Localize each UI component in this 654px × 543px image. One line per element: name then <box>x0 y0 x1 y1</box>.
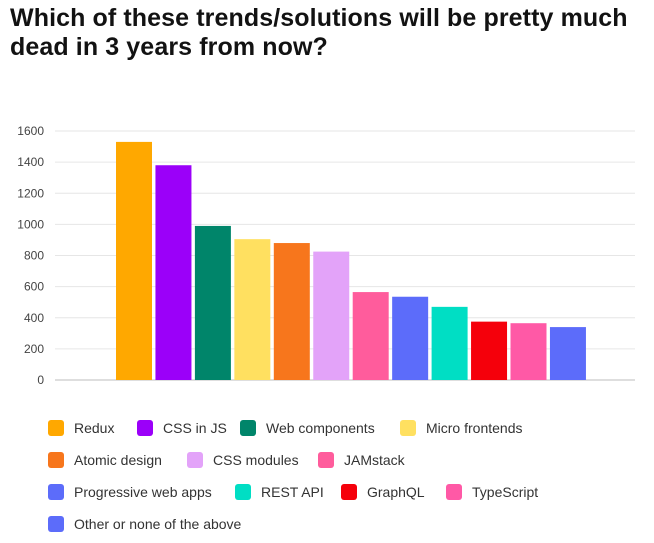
legend-label: CSS modules <box>213 452 299 468</box>
legend-label: JAMstack <box>344 452 405 468</box>
y-tick-label: 200 <box>24 342 44 356</box>
bar-other-or-none-of-the-above <box>549 327 586 380</box>
legend-item[interactable]: Web components <box>240 417 375 439</box>
y-tick-label: 400 <box>24 311 44 325</box>
bar-chart: 0 200 400 600 800 1000 1200 1400 1600 <box>17 124 635 387</box>
legend-item[interactable]: Redux <box>48 417 114 439</box>
legend-label: Other or none of the above <box>74 516 242 532</box>
legend-item[interactable]: GraphQL <box>341 481 425 503</box>
legend-swatch <box>235 484 251 500</box>
legend-item[interactable]: CSS modules <box>187 449 299 471</box>
y-tick-label: 1400 <box>17 155 44 169</box>
y-tick-label: 600 <box>24 280 44 294</box>
bar-rest-api <box>431 306 468 380</box>
legend-swatch <box>48 452 64 468</box>
legend-label: REST API <box>261 484 324 500</box>
legend-item[interactable]: JAMstack <box>318 449 405 471</box>
legend-swatch <box>48 420 64 436</box>
bar-css-in-js <box>155 165 192 380</box>
legend-item[interactable]: Micro frontends <box>400 417 522 439</box>
legend-swatch <box>187 452 203 468</box>
bar-micro-frontends <box>234 239 271 380</box>
legend-swatch <box>341 484 357 500</box>
legend-label: Redux <box>74 420 115 436</box>
bar-atomic-design <box>273 243 310 380</box>
y-tick-label: 0 <box>37 373 44 387</box>
legend-label: Atomic design <box>74 452 162 468</box>
y-tick-label: 1200 <box>17 186 44 200</box>
y-tick-label: 800 <box>24 249 44 263</box>
legend-label: GraphQL <box>367 484 425 500</box>
bar-web-components <box>194 225 231 380</box>
legend-item[interactable]: CSS in JS <box>137 417 227 439</box>
legend-swatch <box>137 420 153 436</box>
legend-label: Web components <box>266 420 375 436</box>
legend-item[interactable]: Other or none of the above <box>48 513 241 535</box>
legend-item[interactable]: Atomic design <box>48 449 162 471</box>
legend-label: Progressive web apps <box>74 484 212 500</box>
bar-css-modules <box>313 251 350 380</box>
y-tick-label: 1600 <box>17 124 44 138</box>
bar-jamstack <box>352 292 389 380</box>
bar-typescript <box>510 323 547 380</box>
chart-title: Which of these trends/solutions will be … <box>10 4 628 61</box>
legend-label: TypeScript <box>472 484 539 500</box>
legend-swatch <box>318 452 334 468</box>
bar-progressive-web-apps <box>392 296 429 380</box>
legend-item[interactable]: TypeScript <box>446 481 538 503</box>
legend-label: CSS in JS <box>163 420 227 436</box>
legend-label: Micro frontends <box>426 420 523 436</box>
legend-swatch <box>240 420 256 436</box>
legend-item[interactable]: REST API <box>235 481 324 503</box>
y-tick-label: 1000 <box>17 217 44 231</box>
legend-swatch <box>446 484 462 500</box>
legend-swatch <box>48 484 64 500</box>
bar-redux <box>116 141 152 380</box>
legend-swatch <box>48 516 64 532</box>
legend-swatch <box>400 420 416 436</box>
legend-item[interactable]: Progressive web apps <box>48 481 212 503</box>
bar-graphql <box>471 321 508 380</box>
